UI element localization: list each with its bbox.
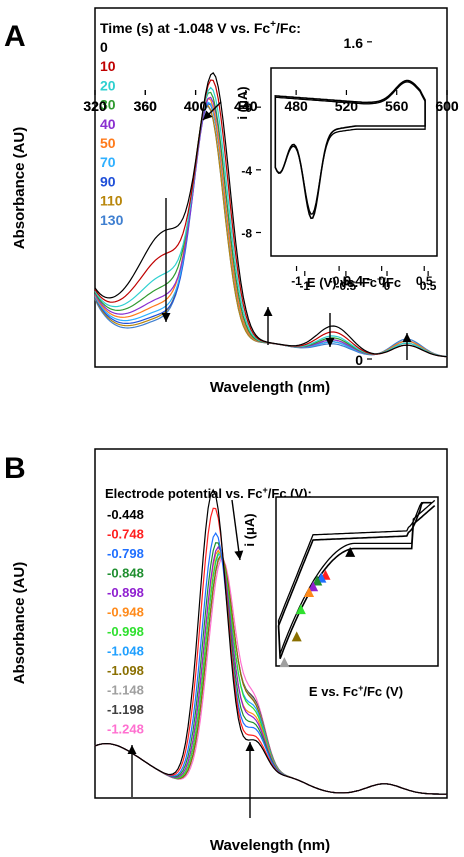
legend-entry: 20 (100, 77, 116, 93)
cv-trace (274, 81, 426, 215)
legend-entry: -0.948 (107, 605, 144, 620)
x-tick-label: 600 (435, 98, 459, 114)
panel-a-legend-title: Time (s) at -1.048 V vs. Fc+/Fc: (100, 19, 301, 36)
trend-arrow-head (161, 313, 171, 322)
series-line (94, 72, 448, 358)
panel-b-y-axis-label: Absorbance (AU) (11, 562, 28, 685)
legend-entry: 90 (100, 173, 116, 189)
legend-entry: -0.448 (107, 507, 144, 522)
potential-marker (279, 657, 290, 668)
panel-a-plot-frame (94, 7, 448, 368)
x-tick-label: 0 (378, 274, 385, 288)
panel-a-y-axis-label: Absorbance (AU) (11, 127, 28, 250)
potential-marker (295, 604, 306, 615)
trend-arrow-head (245, 742, 255, 751)
panel-a-chart: 32036040044048052056060000.40.81.21.6 Wa… (11, 7, 459, 396)
y-tick-label: -8 (241, 227, 252, 241)
legend-entry: 110 (100, 193, 123, 209)
panel-b-legend-title: Electrode potential vs. Fc+/Fc (V): (105, 485, 312, 501)
legend-entry: -1.098 (107, 663, 144, 678)
x-tick-label: 520 (335, 98, 359, 114)
x-tick-label: 360 (134, 98, 158, 114)
panel-b-arrows (127, 499, 255, 818)
x-tick-label: 0.5 (420, 279, 437, 293)
legend-entry: 10 (100, 58, 116, 74)
y-tick-label: -4 (241, 164, 252, 178)
x-tick-label: 0 (384, 279, 391, 293)
legend-entry: -0.748 (107, 527, 144, 542)
panel-b-x-axis-label: Wavelength (nm) (210, 837, 330, 854)
cv-trace (277, 499, 436, 654)
legend-entry: 50 (100, 135, 116, 151)
panel-label-a: A (4, 20, 26, 53)
x-tick-label: 440 (234, 98, 258, 114)
x-tick-label: 320 (83, 98, 107, 114)
legend-entry: 0 (100, 39, 108, 55)
x-tick-label: -1 (291, 274, 302, 288)
legend-entry: -1.048 (107, 644, 144, 659)
y-tick-label: 0 (355, 352, 363, 368)
legend-entry: -0.798 (107, 546, 144, 561)
x-tick-label: 440 (234, 98, 258, 114)
panel-a-x-axis-label: Wavelength (nm) (210, 379, 330, 396)
y-tick-label: 1.6 (344, 35, 364, 51)
x-tick-label: 400 (184, 98, 208, 114)
x-tick-label: -1 (299, 279, 310, 293)
potential-marker (345, 546, 356, 557)
trend-arrow-head (234, 550, 244, 560)
x-tick-label: 320 (83, 98, 107, 114)
x-tick-label: 400 (184, 98, 208, 114)
trend-arrow-head (402, 333, 412, 342)
legend-entry: 30 (100, 97, 116, 113)
trend-arrow-head (203, 110, 213, 120)
trend-arrow-head (325, 338, 335, 347)
x-tick-label: 560 (385, 98, 409, 114)
trend-arrow-shaft (231, 499, 241, 561)
panel-a-inset-frame (270, 67, 438, 257)
legend-entry: 130 (100, 212, 124, 228)
x-tick-label: -0.5 (336, 279, 357, 293)
cv-trace (277, 501, 436, 659)
legend-entry: 40 (100, 116, 116, 132)
y-tick-label: 0 (245, 101, 252, 115)
x-tick-label: -0.5 (329, 274, 350, 288)
legend-entry: -0.848 (107, 566, 144, 581)
panel-b-inset-x-label: E vs. Fc+/Fc (V) (309, 683, 403, 699)
panel-b-inset-y-label: i (μA) (242, 513, 257, 546)
x-tick-label: 0.5 (416, 274, 433, 288)
panel-label-b: B (4, 452, 26, 485)
trend-arrow-head (127, 745, 137, 754)
legend-entry: -1.148 (107, 683, 144, 698)
trend-arrow-head (263, 307, 273, 316)
potential-marker (304, 586, 315, 597)
legend-entry: 70 (100, 154, 116, 170)
x-tick-label: 480 (284, 98, 308, 114)
legend-entry: -1.248 (107, 722, 144, 737)
y-tick-label: 0.4 (344, 273, 364, 289)
legend-entry: -0.898 (107, 585, 144, 600)
panel-a-arrows (161, 101, 412, 360)
panel-b-chart: 32036040044048052056060000.511.52 Wavele… (11, 90, 459, 854)
legend-entry: -1.198 (107, 702, 144, 717)
potential-marker (291, 631, 302, 642)
legend-entry: -0.998 (107, 624, 144, 639)
x-tick-label: 600 (435, 98, 459, 114)
potential-marker (312, 575, 323, 586)
x-tick-label: 360 (134, 98, 158, 114)
panel-b-plot-frame (94, 448, 448, 799)
potential-marker (308, 581, 319, 592)
panel-a-inset-x-label: E (V) vs. Fc+/Fc (307, 274, 401, 290)
series-line (94, 488, 447, 795)
